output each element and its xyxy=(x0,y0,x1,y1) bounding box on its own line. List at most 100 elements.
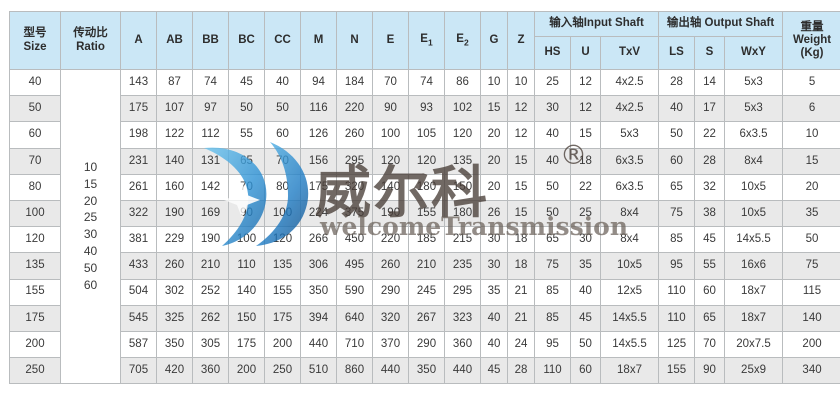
cell-txv: 5x3 xyxy=(599,121,660,149)
cell-ab: 325 xyxy=(156,304,193,332)
cell-n: 495 xyxy=(336,252,373,280)
cell-e2: 120 xyxy=(444,121,481,149)
header-col-g: G xyxy=(480,11,508,70)
cell-ab: 190 xyxy=(156,199,193,228)
cell-e2: 215 xyxy=(444,226,481,254)
cell-bb: 210 xyxy=(192,252,229,280)
table-header: 型号 Size 传动比 Ratio A AB BB BC CC M N E E1… xyxy=(9,11,840,70)
table-row: 50 175 107 97 50 50 116 220 90 93 102 15 12 30 12 4x2.5… xyxy=(9,95,840,123)
cell-ls: 40 xyxy=(658,95,696,123)
cell-ls: 28 xyxy=(658,68,696,97)
cell-ls: 60 xyxy=(658,147,696,175)
header-col-e: E xyxy=(372,11,409,70)
cell-ab: 122 xyxy=(156,121,193,149)
cell-e1: 105 xyxy=(408,121,445,149)
cell-weight: 50 xyxy=(782,226,840,254)
cell-ls: 155 xyxy=(658,357,696,385)
header-weight-en: Weight xyxy=(792,33,832,46)
ratio-value: 25 xyxy=(83,210,98,225)
cell-e: 220 xyxy=(372,226,409,254)
table-row: 80 261 160 142 70 80 175 320 140 180 150 20 15 50 22 6x… xyxy=(9,173,840,201)
cell-s: 45 xyxy=(694,226,726,254)
cell-s: 17 xyxy=(694,95,726,123)
cell-g: 35 xyxy=(480,278,508,306)
cell-txv: 14x5.5 xyxy=(599,304,660,332)
cell-hs: 95 xyxy=(534,330,571,359)
header-col-txv: TxV xyxy=(599,36,660,70)
cell-hs: 40 xyxy=(534,147,571,175)
cell-size: 155 xyxy=(9,278,61,306)
cell-ls: 110 xyxy=(658,278,696,306)
cell-weight: 340 xyxy=(782,357,840,385)
cell-a: 143 xyxy=(120,68,157,97)
cell-size: 250 xyxy=(9,357,61,385)
cell-weight: 115 xyxy=(782,278,840,306)
cell-e: 290 xyxy=(372,278,409,306)
cell-bc: 110 xyxy=(228,252,265,280)
cell-m: 306 xyxy=(300,252,337,280)
cell-bc: 100 xyxy=(228,226,265,254)
cell-z: 15 xyxy=(507,147,535,175)
cell-wxy: 18x7 xyxy=(724,278,784,306)
cell-bb: 252 xyxy=(192,278,229,306)
table-row: 250 705 420 360 200 250 510 860 440 350 440 45 28 110… xyxy=(9,357,840,385)
header-col-bb: BB xyxy=(192,11,229,70)
cell-txv: 6x3.5 xyxy=(599,147,660,175)
cell-txv: 14x5.5 xyxy=(599,330,660,359)
cell-ls: 95 xyxy=(658,252,696,280)
header-col-wxy: WxY xyxy=(724,36,784,70)
cell-g: 26 xyxy=(480,199,508,228)
cell-z: 24 xyxy=(507,330,535,359)
cell-e: 70 xyxy=(372,68,409,97)
cell-bc: 55 xyxy=(228,121,265,149)
cell-weight: 35 xyxy=(782,199,840,228)
cell-e: 320 xyxy=(372,304,409,332)
cell-s: 28 xyxy=(694,147,726,175)
cell-bc: 140 xyxy=(228,278,265,306)
cell-bc: 50 xyxy=(228,95,265,123)
cell-e: 100 xyxy=(372,121,409,149)
cell-ab: 350 xyxy=(156,330,193,359)
ratio-value: 30 xyxy=(83,227,98,242)
cell-cc: 200 xyxy=(264,330,301,359)
cell-hs: 65 xyxy=(534,226,571,254)
cell-cc: 50 xyxy=(264,95,301,123)
cell-z: 10 xyxy=(507,68,535,97)
header-col-e1-base: E xyxy=(420,32,428,45)
header-weight-unit: (Kg) xyxy=(800,47,824,60)
cell-s: 38 xyxy=(694,199,726,228)
cell-u: 45 xyxy=(570,304,601,332)
cell-e2: 360 xyxy=(444,330,481,359)
cell-txv: 6x3.5 xyxy=(599,173,660,201)
header-size: 型号 Size xyxy=(9,11,61,70)
cell-bb: 112 xyxy=(192,121,229,149)
cell-s: 65 xyxy=(694,304,726,332)
table-row: 40 10 15 20 25 30 40 50 60 143 87 74 45 40 94 184 70 74 86… xyxy=(9,68,840,385)
cell-cc: 80 xyxy=(264,173,301,201)
cell-bc: 45 xyxy=(228,68,265,97)
cell-n: 260 xyxy=(336,121,373,149)
ratio-value: 50 xyxy=(83,260,98,275)
cell-e1: 93 xyxy=(408,95,445,123)
cell-bc: 70 xyxy=(228,173,265,201)
cell-e2: 86 xyxy=(444,68,481,97)
cell-size: 50 xyxy=(9,95,61,123)
cell-ls: 75 xyxy=(658,199,696,228)
cell-a: 231 xyxy=(120,147,157,175)
cell-ab: 260 xyxy=(156,252,193,280)
cell-n: 220 xyxy=(336,95,373,123)
cell-ab: 87 xyxy=(156,68,193,97)
cell-ls: 110 xyxy=(658,304,696,332)
cell-g: 30 xyxy=(480,226,508,254)
header-weight-cn: 重量 xyxy=(800,20,824,33)
cell-g: 45 xyxy=(480,357,508,385)
table-row: 70 231 140 131 65 70 156 295 120 120 135 20 15 40 18 6x… xyxy=(9,147,840,175)
cell-cc: 155 xyxy=(264,278,301,306)
cell-bb: 142 xyxy=(192,173,229,201)
header-col-bc: BC xyxy=(228,11,265,70)
ratio-value: 40 xyxy=(83,243,98,258)
cell-e: 370 xyxy=(372,330,409,359)
cell-cc: 120 xyxy=(264,226,301,254)
header-col-e2: E2 xyxy=(444,11,481,70)
